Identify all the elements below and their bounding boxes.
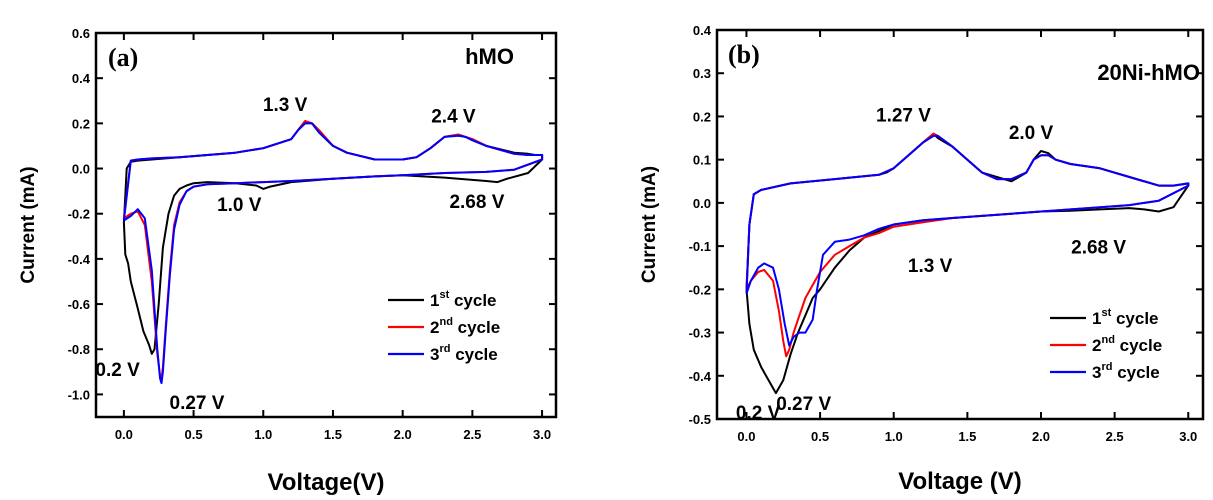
chart-panel-b: 0.0 0.5 1.0 1.5 2.0 2.5 3.0 -0.5 -0.4 -0.3 -0.2 -0.… [639,23,1205,495]
peak-annotation: 2.68 V [1071,237,1126,258]
series-line-3 [122,122,544,385]
y-tick-label: 0.4 [72,71,91,86]
y-tick-label: -0.1 [689,239,711,254]
x-tick-label: 2.5 [1106,429,1124,444]
y-tick-label: -1.0 [68,387,90,402]
peak-annotation: 0.27 V [170,393,225,414]
x-axis-title: Voltage(V) [268,469,385,496]
x-tick-label: 1.0 [885,429,903,444]
peak-annotation: 1.3 V [263,95,308,116]
x-tick-label: 1.5 [958,429,976,444]
x-axis-title: Voltage (V) [898,468,1022,495]
x-tick-label: 3.0 [1179,429,1197,444]
plot-frame [715,28,1205,421]
y-tick-label: -0.5 [689,412,711,427]
chart-title: hMO [465,44,514,69]
y-tick-label: 0.0 [693,196,711,211]
x-tick-label: 2.5 [463,427,481,442]
x-tick-label: 1.5 [324,427,342,442]
y-tick-label: 0.2 [693,109,711,124]
peak-annotation: 2.0 V [1009,123,1054,144]
peak-annotation: 1.27 V [876,106,931,127]
x-tick-label: 2.0 [1032,429,1050,444]
peak-annotation: 0.2 V [95,360,140,381]
y-axis-title: Current (mA) [639,166,660,283]
series-line-3 [745,134,1190,347]
panel-label: (a) [108,43,138,72]
legend-entry-3: 3rd cycle [430,343,498,364]
panel-label: (b) [728,40,760,69]
y-tick-label: 0.2 [72,116,90,131]
chart-title: 20Ni-hMO [1097,60,1200,85]
y-tick-label: -0.6 [68,297,90,312]
legend-entry-3: 3rd cycle [1092,361,1160,382]
legend-entry-1: 1st cycle [430,289,497,310]
legend-entry-2: 2nd cycle [1092,334,1162,355]
x-tick-label: 0.5 [185,427,203,442]
y-tick-label: 0.3 [693,66,711,81]
y-axis-title: Current (mA) [18,166,39,283]
chart-panel-a: 0.0 0.5 1.0 1.5 2.0 2.5 3.0 -1.0 -0.8 -0.6 -0.4 -0.… [18,26,558,496]
peak-annotation: 2.68 V [449,192,504,213]
peak-annotation: 1.0 V [217,195,262,216]
x-tick-label: 1.0 [254,427,272,442]
x-tick-label: 0.5 [811,429,829,444]
y-tick-label: -0.4 [689,369,712,384]
legend-entry-2: 2nd cycle [430,316,500,337]
legend-entry-1: 1st cycle [1092,307,1159,328]
x-tick-label: 2.0 [394,427,412,442]
x-tick-label: 0.0 [737,429,755,444]
y-tick-label: 0.6 [72,26,90,41]
y-tick-label: -0.2 [68,207,90,222]
y-tick-label: -0.8 [68,342,90,357]
y-tick-label: 0.1 [693,153,711,168]
peak-annotation: 0.27 V [776,394,831,415]
series-line-2 [122,120,544,380]
x-tick-label: 0.0 [115,427,133,442]
y-tick-label: -0.4 [68,252,91,267]
peak-annotation: 0.2 V [736,403,781,424]
plot-frame [94,31,558,419]
y-tick-label: 0.0 [72,162,90,177]
y-tick-label: -0.2 [689,282,711,297]
x-tick-label: 3.0 [533,427,551,442]
peak-annotation: 1.3 V [908,256,953,277]
y-tick-label: 0.4 [693,23,712,38]
y-tick-label: -0.3 [689,326,711,341]
peak-annotation: 2.4 V [431,107,476,128]
